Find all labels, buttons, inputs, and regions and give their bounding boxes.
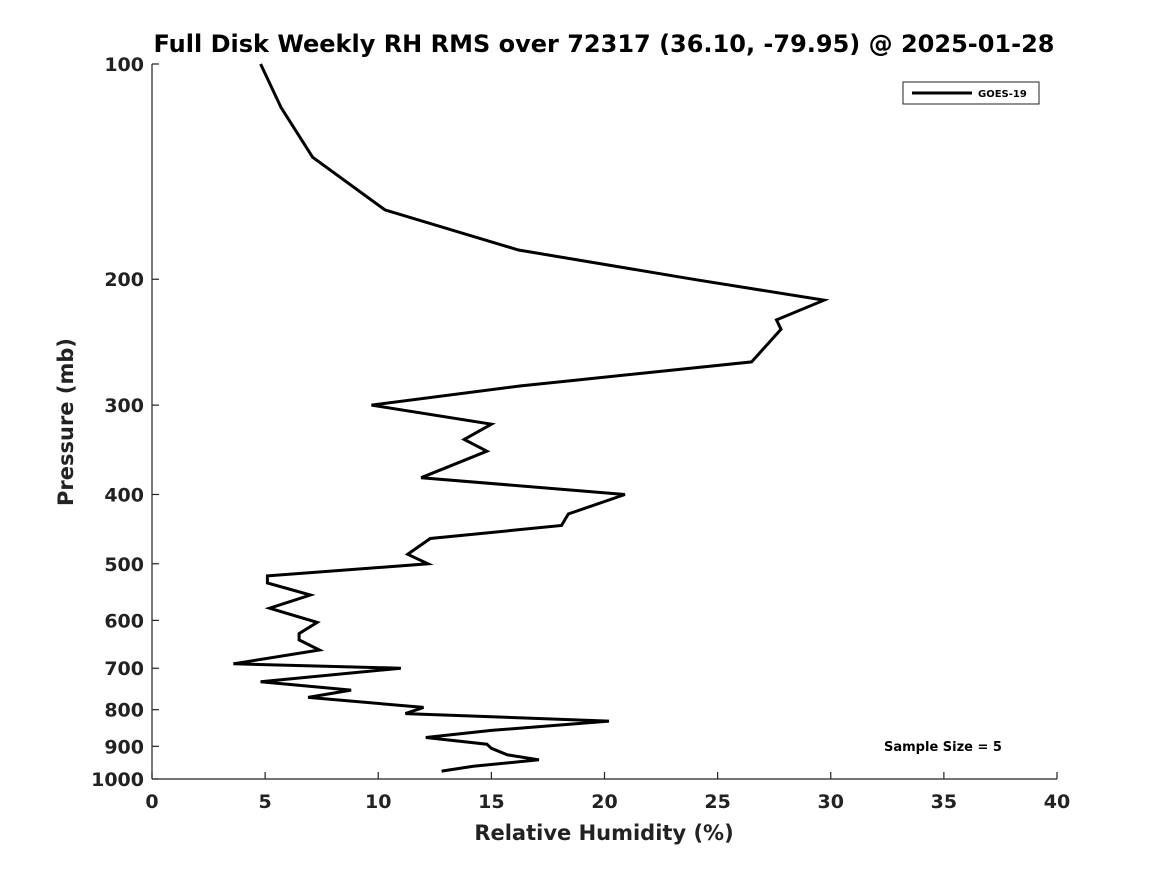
plot-area: 0 5 10 15 20 25 30 35 40 100 200 300 400 500 600 700 80… [91, 54, 1070, 813]
x-tick-label: 25 [704, 791, 730, 813]
legend-label-goes-19: GOES-19 [978, 89, 1027, 100]
x-tick-label: 20 [591, 791, 617, 813]
chart-title: Full Disk Weekly RH RMS over 72317 (36.1… [153, 30, 1054, 58]
x-tick-label: 0 [145, 791, 158, 813]
y-ticks: 100 200 300 400 500 600 700 800 900 1000 [91, 54, 159, 791]
x-ticks: 0 5 10 15 20 25 30 35 40 [145, 772, 1070, 813]
x-tick-label: 15 [478, 791, 504, 813]
x-tick-label: 40 [1044, 791, 1070, 813]
x-axis-label: Relative Humidity (%) [474, 821, 733, 845]
sample-size-annotation: Sample Size = 5 [884, 740, 1002, 755]
x-tick-label: 10 [365, 791, 391, 813]
y-tick-label: 300 [104, 395, 144, 417]
y-tick-label: 700 [104, 658, 144, 680]
x-tick-label: 5 [259, 791, 272, 813]
y-tick-label: 500 [104, 554, 144, 576]
y-tick-label: 600 [104, 610, 144, 632]
x-tick-label: 35 [931, 791, 957, 813]
legend: GOES-19 [902, 81, 1040, 105]
y-tick-label: 100 [104, 54, 144, 76]
y-tick-label: 1000 [91, 769, 144, 791]
y-axis-label: Pressure (mb) [54, 338, 78, 506]
x-tick-label: 30 [818, 791, 844, 813]
series-group [233, 63, 830, 773]
y-tick-label: 400 [104, 484, 144, 506]
y-tick-label: 200 [104, 269, 144, 291]
y-tick-label: 900 [104, 736, 144, 758]
series-line-goes-19 [233, 63, 830, 773]
y-tick-label: 800 [104, 700, 144, 722]
